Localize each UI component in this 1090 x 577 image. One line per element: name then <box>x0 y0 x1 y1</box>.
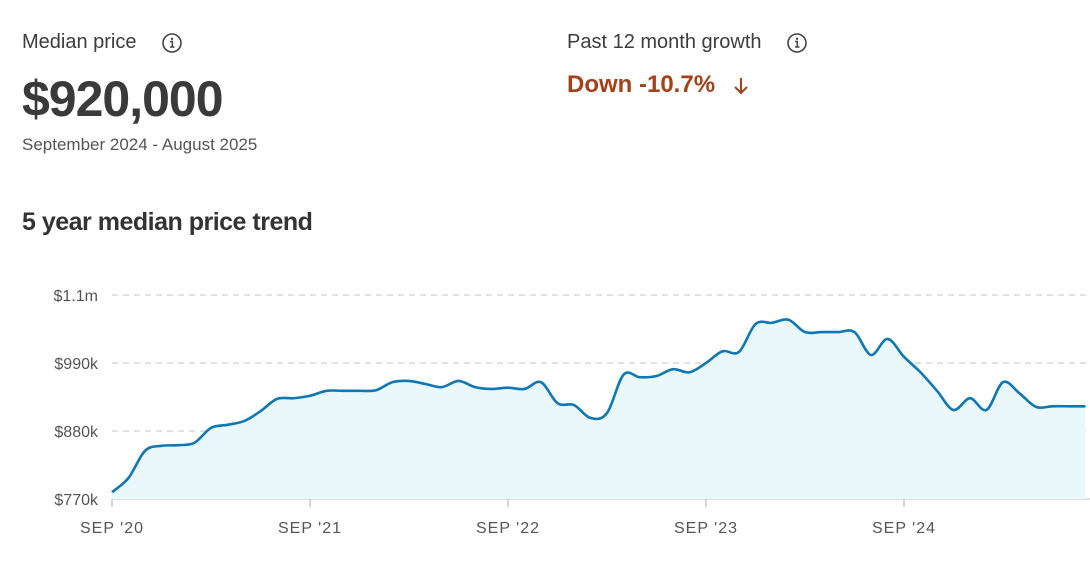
price-line <box>111 318 1086 494</box>
info-icon[interactable] <box>786 32 808 54</box>
x-tick-label: SEP '24 <box>872 520 936 537</box>
x-tick-label: SEP '22 <box>476 520 540 537</box>
x-tick-label: SEP '21 <box>278 520 342 537</box>
median-value: $920,000 <box>22 71 224 127</box>
y-tick-label: $770k <box>54 492 99 509</box>
growth-label: Past 12 month growth <box>567 31 762 53</box>
y-tick-label: $880k <box>54 424 99 441</box>
period: September 2024 - August 2025 <box>22 135 258 154</box>
x-tick-label: SEP '23 <box>674 520 738 537</box>
y-tick-label: $1.1m <box>54 288 98 305</box>
chart-title: 5 year median price trend <box>22 208 313 236</box>
growth-value: Down -10.7% <box>567 71 716 98</box>
y-tick-label: $990k <box>54 356 99 373</box>
info-icon[interactable] <box>161 32 183 54</box>
median-label: Median price <box>22 31 137 53</box>
area <box>112 319 1086 499</box>
x-tick-label: SEP '20 <box>80 520 144 537</box>
down-arrow <box>734 78 748 95</box>
